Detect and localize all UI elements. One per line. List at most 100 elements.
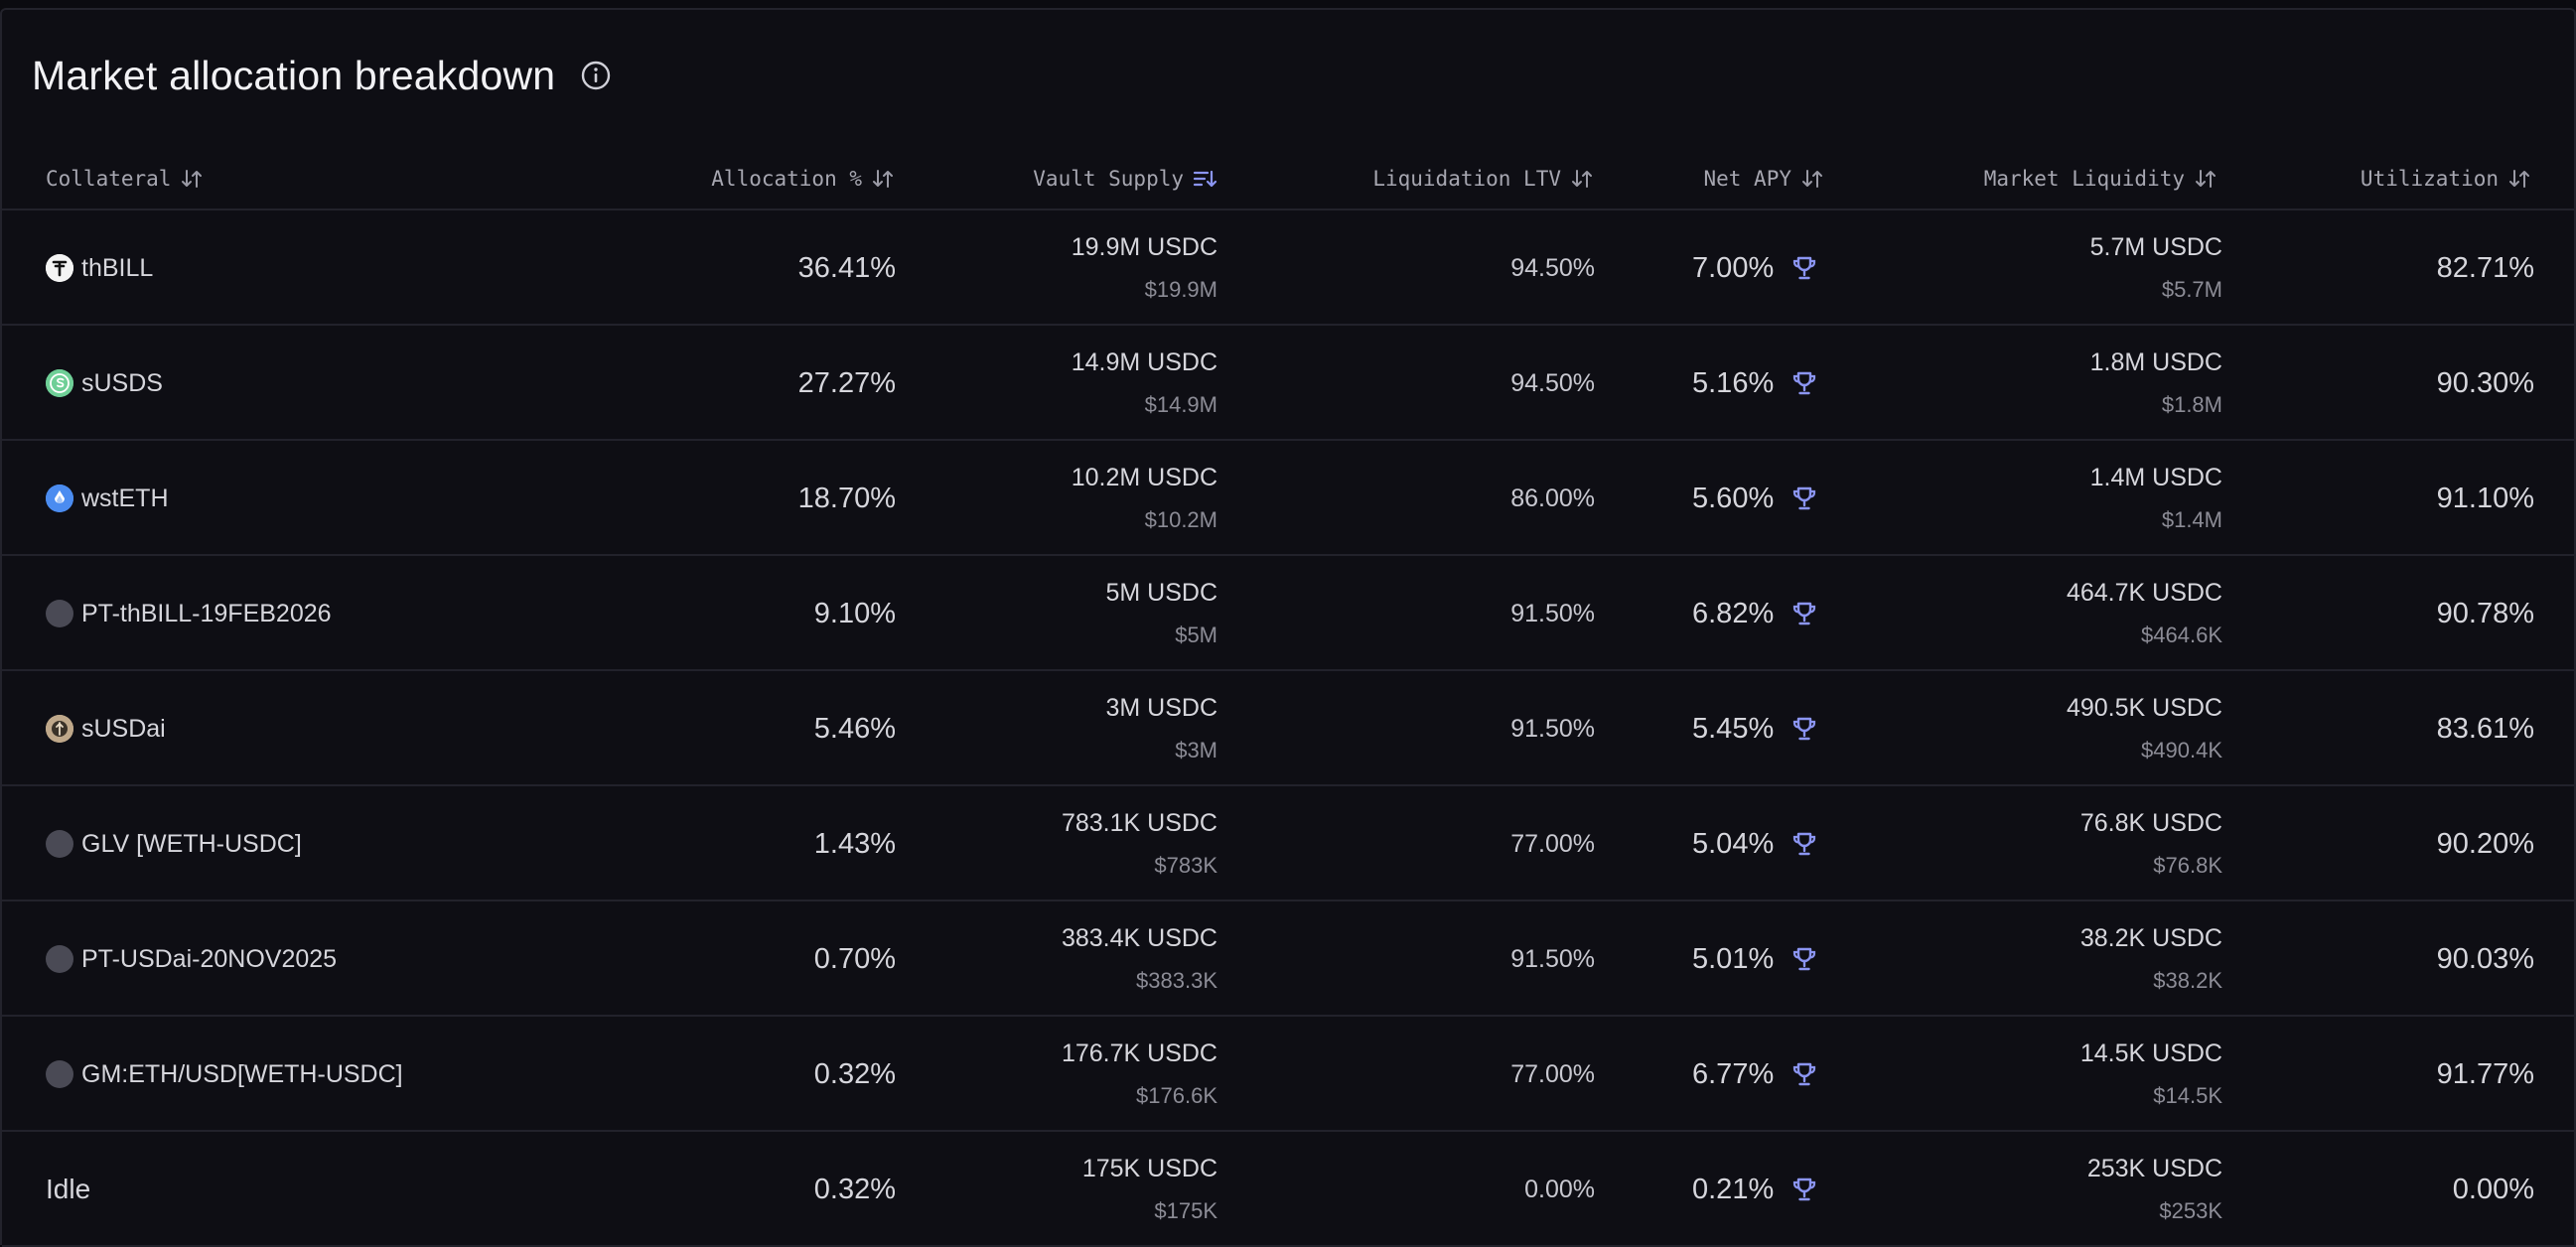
collateral-name: GM:ETH/USD[WETH-USDC] <box>81 1059 403 1088</box>
title-row: Market allocation breakdown <box>32 46 613 105</box>
collateral-name: sUSDai <box>81 714 166 743</box>
net-apy-value: 7.00% <box>1692 251 1775 284</box>
trophy-icon[interactable] <box>1789 1175 1819 1204</box>
column-header-collateral[interactable]: Collateral <box>46 149 344 208</box>
utilization-cell: 90.30% <box>2436 366 2534 399</box>
trophy-icon[interactable] <box>1789 253 1819 283</box>
market-liquidity-cell: 490.5K USDC $490.4K <box>1869 671 2222 786</box>
vault-supply-amount: 10.2M USDC <box>1071 464 1217 491</box>
liquidation-ltv-cell: 91.50% <box>1510 599 1595 627</box>
table-row[interactable]: thBILL 36.41% 19.9M USDC $19.9M 94.50% 7… <box>2 210 2576 326</box>
sort-icon[interactable] <box>1799 166 1825 192</box>
market-liquidity-usd: $1.8M <box>2161 392 2222 417</box>
utilization-cell: 91.10% <box>2436 482 2534 514</box>
liquidation-ltv-cell: 94.50% <box>1510 253 1595 282</box>
net-apy-cell: 5.60% <box>1611 441 1829 556</box>
vault-supply-usd: $19.9M <box>1144 277 1217 302</box>
net-apy-cell: 6.82% <box>1611 556 1829 671</box>
market-liquidity-usd: $5.7M <box>2161 277 2222 302</box>
allocation-cell: 0.32% <box>813 1173 896 1205</box>
column-header-net-apy[interactable]: Net APY <box>1611 149 1825 208</box>
column-header-allocation[interactable]: Allocation % <box>598 149 896 208</box>
trophy-icon[interactable] <box>1789 1059 1819 1089</box>
trophy-icon[interactable] <box>1789 599 1819 628</box>
vault-supply-cell: 3M USDC $3M <box>896 671 1217 786</box>
susds-token-icon <box>46 369 73 397</box>
allocation-cell: 1.43% <box>813 827 896 860</box>
table-header: Collateral Allocation % Vault Supply Liq… <box>2 149 2576 210</box>
vault-supply-amount: 383.4K USDC <box>1061 924 1217 952</box>
collateral-cell: PT-thBILL-19FEB2026 <box>46 556 602 671</box>
sort-active-icon[interactable] <box>1192 166 1217 192</box>
vault-supply-usd: $5M <box>1175 623 1217 647</box>
table-row[interactable]: wstETH 18.70% 10.2M USDC $10.2M 86.00% 5… <box>2 441 2576 556</box>
column-header-utilization[interactable]: Utilization <box>2246 149 2532 208</box>
table-row[interactable]: Idle 0.32% 175K USDC $175K 0.00% 0.21% 2… <box>2 1132 2576 1247</box>
collateral-cell: wstETH <box>46 441 602 556</box>
market-allocation-panel: Market allocation breakdown Collateral A… <box>0 8 2576 1247</box>
utilization-cell: 90.78% <box>2436 597 2534 629</box>
table-row[interactable]: GM:ETH/USD[WETH-USDC] 0.32% 176.7K USDC … <box>2 1017 2576 1132</box>
vault-supply-usd: $176.6K <box>1136 1083 1217 1108</box>
allocation-cell: 9.10% <box>813 597 896 629</box>
utilization-cell: 0.00% <box>2452 1173 2534 1205</box>
wsteth-token-icon <box>46 485 73 512</box>
vault-supply-amount: 3M USDC <box>1105 694 1217 722</box>
trophy-icon[interactable] <box>1789 714 1819 744</box>
vault-supply-cell: 176.7K USDC $176.6K <box>896 1017 1217 1132</box>
table-row[interactable]: sUSDS 27.27% 14.9M USDC $14.9M 94.50% 5.… <box>2 326 2576 441</box>
market-liquidity-amount: 1.8M USDC <box>2089 348 2222 376</box>
collateral-name: thBILL <box>81 253 154 282</box>
market-liquidity-cell: 1.8M USDC $1.8M <box>1869 326 2222 441</box>
net-apy-value: 5.04% <box>1692 827 1775 860</box>
vault-supply-cell: 10.2M USDC $10.2M <box>896 441 1217 556</box>
market-liquidity-usd: $76.8K <box>2153 853 2222 878</box>
vault-supply-amount: 783.1K USDC <box>1061 809 1217 837</box>
net-apy-value: 6.77% <box>1692 1057 1775 1090</box>
susdai-token-icon <box>46 715 73 743</box>
table-row[interactable]: sUSDai 5.46% 3M USDC $3M 91.50% 5.45% 49… <box>2 671 2576 786</box>
net-apy-value: 6.82% <box>1692 597 1775 629</box>
collateral-name: Idle <box>46 1174 91 1204</box>
table-row[interactable]: PT-USDai-20NOV2025 0.70% 383.4K USDC $38… <box>2 901 2576 1017</box>
vault-supply-cell: 19.9M USDC $19.9M <box>896 210 1217 326</box>
trophy-icon[interactable] <box>1789 829 1819 859</box>
market-liquidity-cell: 253K USDC $253K <box>1869 1132 2222 1247</box>
vault-supply-cell: 783.1K USDC $783K <box>896 786 1217 901</box>
market-liquidity-cell: 464.7K USDC $464.6K <box>1869 556 2222 671</box>
collateral-cell: GM:ETH/USD[WETH-USDC] <box>46 1017 602 1132</box>
sort-icon[interactable] <box>870 166 896 192</box>
utilization-cell: 90.03% <box>2436 942 2534 975</box>
sort-icon[interactable] <box>2506 166 2532 192</box>
allocation-table: Collateral Allocation % Vault Supply Liq… <box>2 149 2576 1247</box>
market-liquidity-usd: $490.4K <box>2141 738 2222 762</box>
column-header-market-liquidity[interactable]: Market Liquidity <box>1869 149 2218 208</box>
market-liquidity-amount: 1.4M USDC <box>2089 464 2222 491</box>
collateral-name: wstETH <box>81 484 169 512</box>
info-icon[interactable] <box>579 59 613 92</box>
column-header-liquidation-ltv[interactable]: Liquidation LTV <box>1243 149 1595 208</box>
thbill-token-icon <box>46 254 73 282</box>
market-liquidity-amount: 38.2K USDC <box>2079 924 2222 952</box>
column-header-vault-supply[interactable]: Vault Supply <box>896 149 1217 208</box>
table-row[interactable]: GLV [WETH-USDC] 1.43% 783.1K USDC $783K … <box>2 786 2576 901</box>
sort-icon[interactable] <box>179 166 205 192</box>
utilization-cell: 91.77% <box>2436 1057 2534 1090</box>
net-apy-cell: 5.01% <box>1611 901 1829 1017</box>
placeholder-token-icon <box>46 600 73 627</box>
utilization-cell: 90.20% <box>2436 827 2534 860</box>
trophy-icon[interactable] <box>1789 368 1819 398</box>
sort-icon[interactable] <box>2193 166 2218 192</box>
trophy-icon[interactable] <box>1789 944 1819 974</box>
table-row[interactable]: PT-thBILL-19FEB2026 9.10% 5M USDC $5M 91… <box>2 556 2576 671</box>
collateral-name: PT-USDai-20NOV2025 <box>81 944 338 973</box>
market-liquidity-amount: 14.5K USDC <box>2079 1039 2222 1067</box>
sort-icon[interactable] <box>1569 166 1595 192</box>
market-liquidity-amount: 5.7M USDC <box>2089 233 2222 261</box>
net-apy-value: 5.60% <box>1692 482 1775 514</box>
market-liquidity-usd: $253K <box>2159 1198 2222 1223</box>
trophy-icon[interactable] <box>1789 484 1819 513</box>
allocation-cell: 0.32% <box>813 1057 896 1090</box>
placeholder-token-icon <box>46 945 73 973</box>
allocation-cell: 0.70% <box>813 942 896 975</box>
